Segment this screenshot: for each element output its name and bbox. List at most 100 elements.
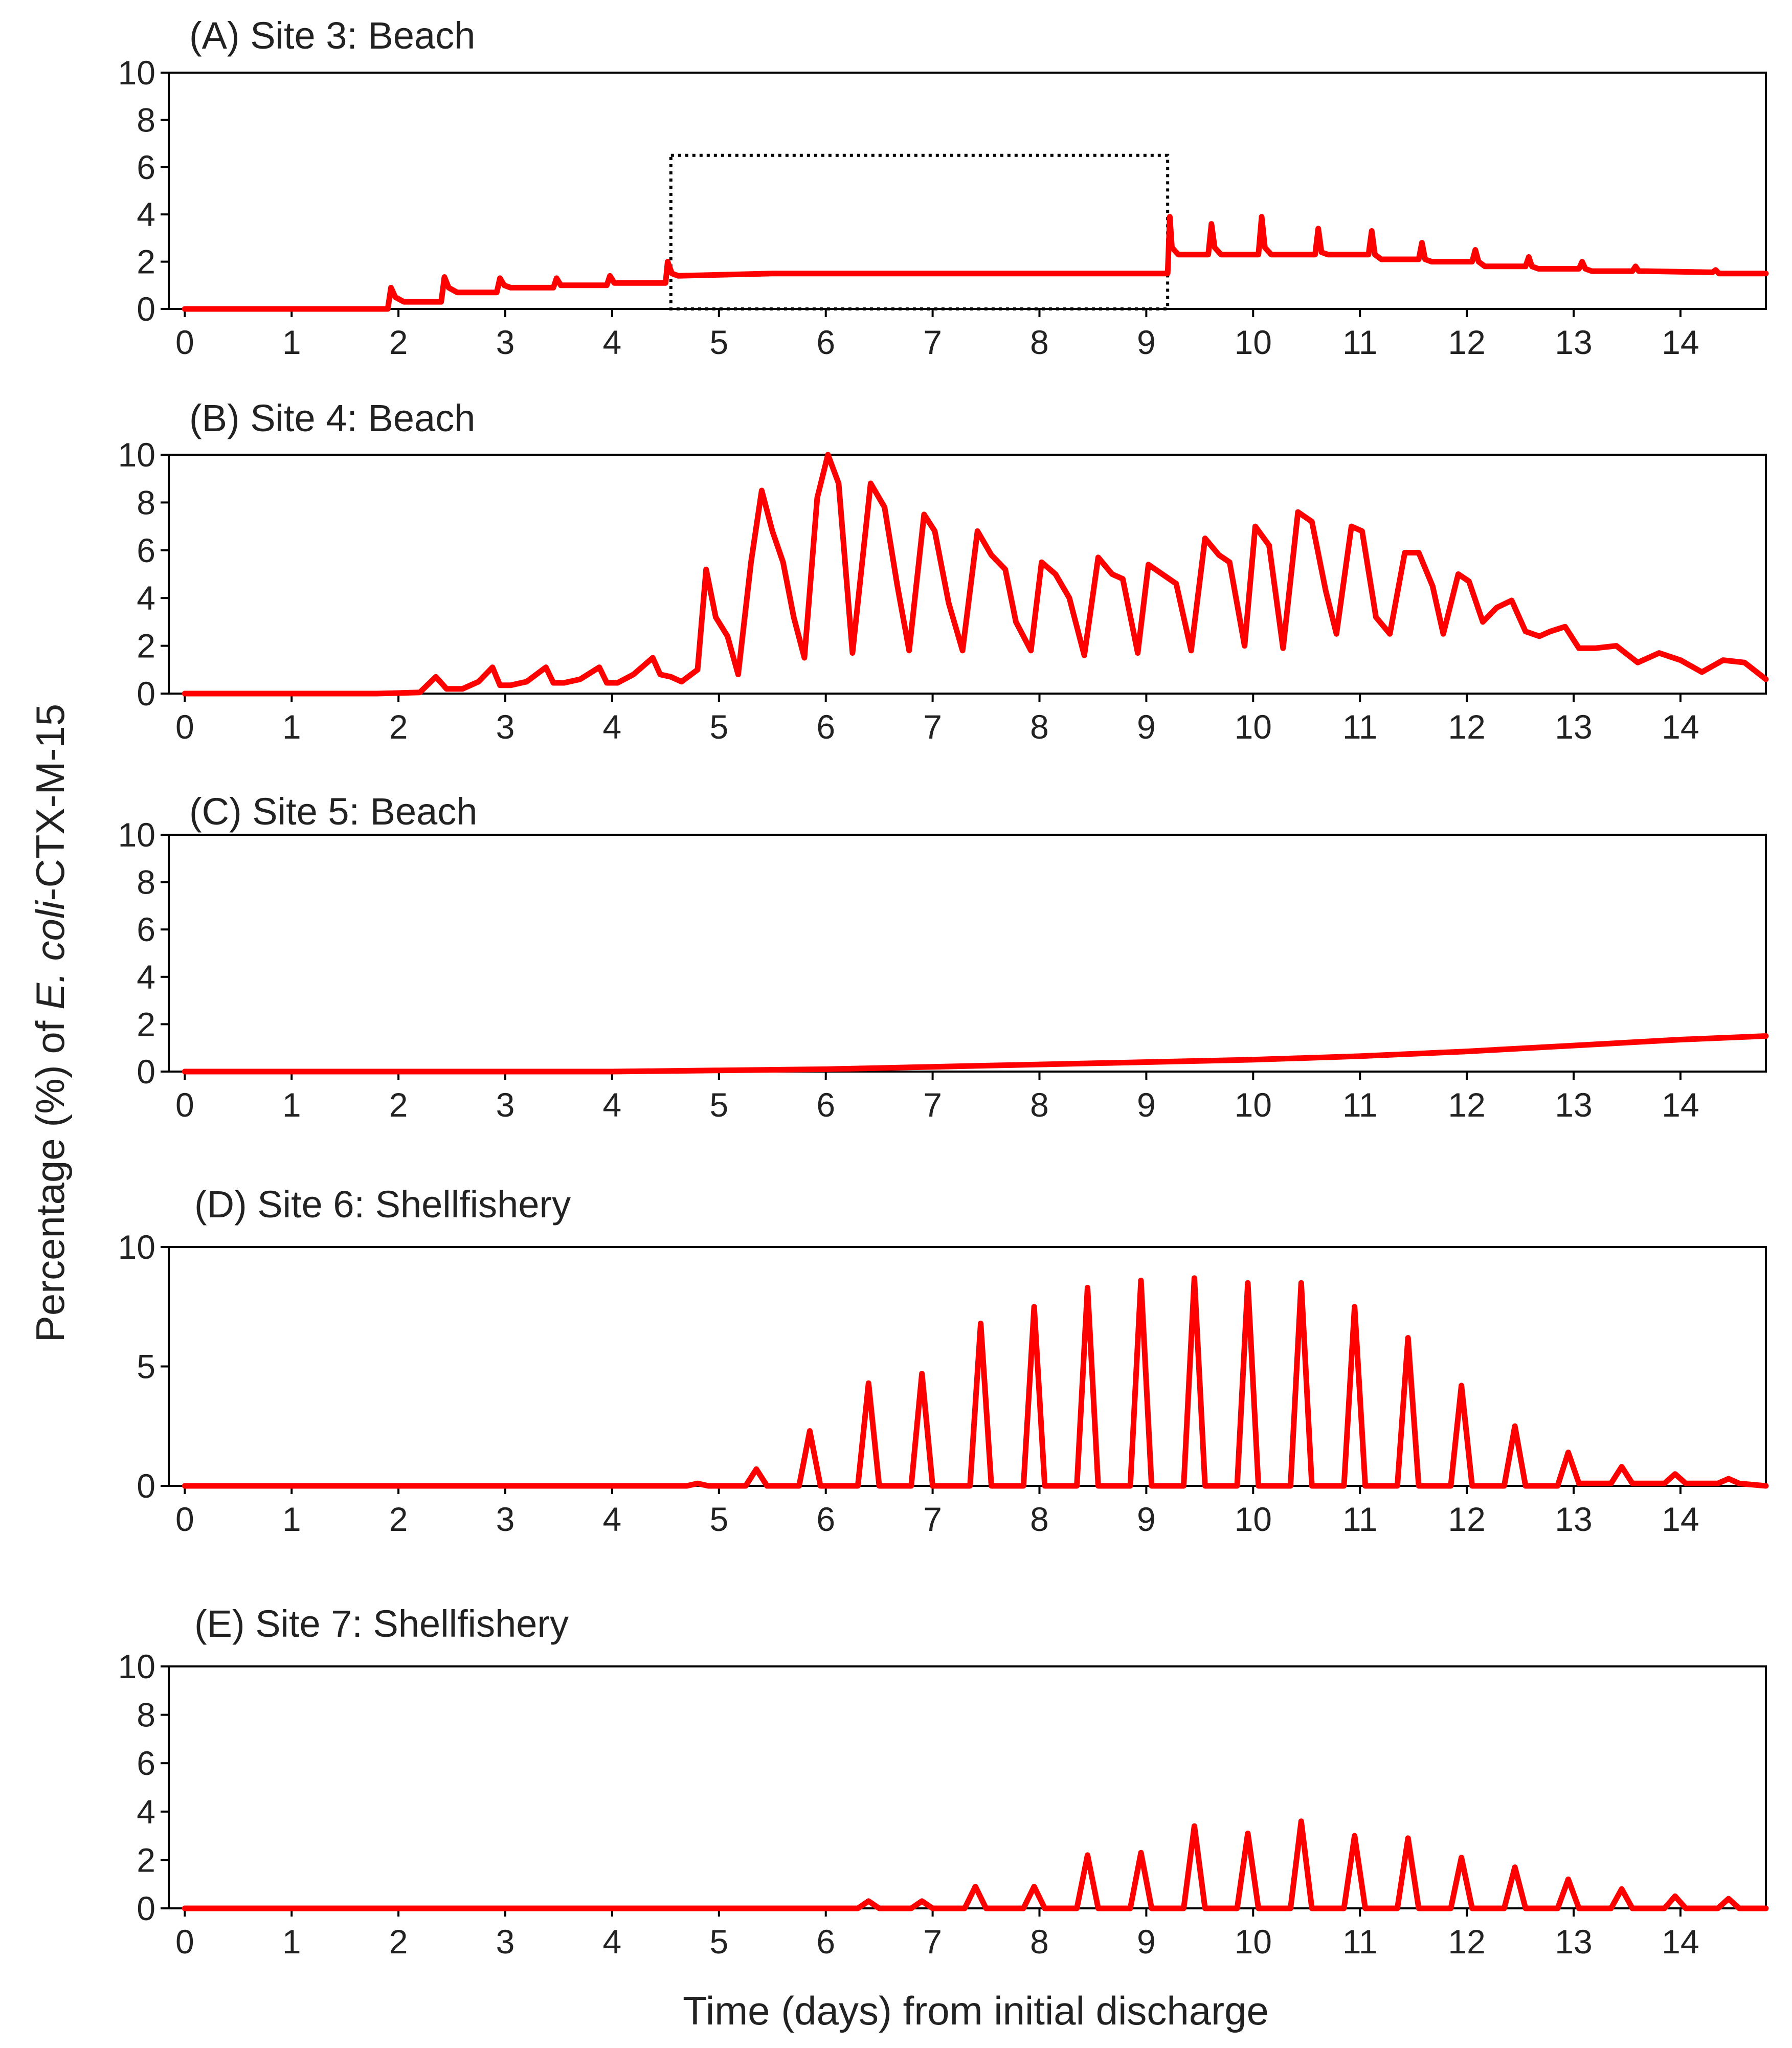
series-line	[182, 452, 1769, 697]
x-tick-label: 3	[496, 1086, 515, 1124]
panel-title: (C) Site 5: Beach	[189, 790, 477, 833]
x-tick-label: 11	[1342, 1923, 1378, 1961]
x-tick-label: 11	[1342, 1086, 1378, 1124]
x-tick-label: 2	[389, 323, 408, 361]
x-axis-title: Time (days) from initial discharge	[683, 1988, 1269, 2033]
y-tick-label: 5	[137, 1348, 155, 1386]
y-tick-label: 4	[137, 958, 155, 996]
x-tick-label: 3	[496, 1923, 515, 1961]
x-tick-label: 6	[816, 708, 835, 746]
y-tick-label: 8	[137, 863, 155, 901]
plot-frame	[168, 834, 1767, 1073]
y-axis-title: Percentage (%) of E. coli-CTX-M-15	[28, 704, 73, 1342]
y-tick-label: 2	[137, 1005, 155, 1043]
x-tick-label: 1	[282, 1500, 301, 1538]
x-tick-label: 5	[709, 1923, 728, 1961]
x-tick-label: 1	[282, 1923, 301, 1961]
y-tick-label: 6	[137, 1744, 155, 1782]
x-tick-label: 5	[709, 1086, 728, 1124]
x-tick-label: 11	[1342, 1500, 1378, 1538]
x-tick-label: 9	[1137, 1923, 1156, 1961]
x-tick-label: 5	[709, 708, 728, 746]
panel-title: (B) Site 4: Beach	[189, 397, 475, 439]
x-tick-label: 0	[175, 1923, 194, 1961]
x-tick-label: 7	[923, 323, 942, 361]
plot-frame	[168, 72, 1767, 310]
y-tick-label: 2	[137, 627, 155, 665]
y-tick-label: 0	[137, 1467, 155, 1505]
y-tick-label: 0	[137, 290, 155, 328]
x-tick-label: 12	[1448, 708, 1485, 746]
x-tick-label: 7	[923, 1923, 942, 1961]
x-tick-label: 1	[282, 708, 301, 746]
x-tick-label: 5	[709, 323, 728, 361]
x-tick-label: 6	[816, 1500, 835, 1538]
x-tick-label: 0	[175, 323, 194, 361]
x-tick-label: 2	[389, 1923, 408, 1961]
x-tick-label: 0	[175, 1086, 194, 1124]
x-tick-label: 9	[1137, 1086, 1156, 1124]
x-tick-label: 4	[603, 708, 622, 746]
plot-frame	[168, 1665, 1767, 1909]
x-tick-label: 6	[816, 1923, 835, 1961]
x-tick-label: 5	[709, 1500, 728, 1538]
x-tick-label: 13	[1555, 323, 1592, 361]
x-tick-label: 13	[1555, 1923, 1592, 1961]
x-tick-label: 9	[1137, 708, 1156, 746]
y-tick-label: 10	[118, 1648, 155, 1685]
y-tick-label: 2	[137, 243, 155, 281]
x-tick-label: 10	[1235, 1086, 1272, 1124]
x-tick-label: 12	[1448, 1500, 1485, 1538]
highlight-box	[669, 153, 1170, 310]
y-tick-label: 10	[118, 54, 155, 92]
x-tick-label: 8	[1030, 323, 1049, 361]
x-tick-label: 3	[496, 1500, 515, 1538]
x-tick-label: 11	[1342, 708, 1378, 746]
x-tick-label: 12	[1448, 1086, 1485, 1124]
x-tick-label: 9	[1137, 1500, 1156, 1538]
x-tick-label: 2	[389, 708, 408, 746]
x-tick-label: 12	[1448, 323, 1485, 361]
y-tick-label: 0	[137, 1053, 155, 1090]
y-tick-label: 8	[137, 101, 155, 139]
x-tick-label: 14	[1662, 323, 1699, 361]
x-tick-label: 6	[816, 323, 835, 361]
panel-title: (E) Site 7: Shellfishery	[194, 1602, 569, 1645]
y-tick-label: 10	[118, 436, 155, 474]
y-tick-label: 6	[137, 910, 155, 948]
x-tick-label: 2	[389, 1500, 408, 1538]
y-tick-label: 2	[137, 1841, 155, 1879]
x-tick-label: 10	[1235, 708, 1272, 746]
y-tick-label: 8	[137, 1696, 155, 1734]
x-tick-label: 2	[389, 1086, 408, 1124]
x-tick-label: 13	[1555, 1500, 1592, 1538]
x-tick-label: 8	[1030, 708, 1049, 746]
x-tick-label: 7	[923, 1500, 942, 1538]
x-tick-label: 13	[1555, 708, 1592, 746]
x-tick-label: 7	[923, 1086, 942, 1124]
x-tick-label: 4	[603, 1086, 622, 1124]
x-tick-label: 11	[1342, 323, 1378, 361]
x-tick-label: 13	[1555, 1086, 1592, 1124]
y-tick-label: 10	[118, 816, 155, 854]
y-tick-label: 10	[118, 1228, 155, 1266]
series-line	[182, 1033, 1769, 1075]
x-tick-label: 3	[496, 323, 515, 361]
x-tick-label: 4	[603, 1500, 622, 1538]
plot-frame	[168, 454, 1767, 695]
x-tick-label: 1	[282, 323, 301, 361]
y-tick-label: 6	[137, 531, 155, 569]
y-tick-label: 4	[137, 1793, 155, 1831]
y-tick-label: 4	[137, 579, 155, 617]
y-tick-label: 0	[137, 675, 155, 713]
panel-title: (A) Site 3: Beach	[189, 14, 475, 57]
x-tick-label: 14	[1662, 1500, 1699, 1538]
series-line	[182, 1818, 1769, 1911]
x-tick-label: 10	[1235, 323, 1272, 361]
x-tick-label: 10	[1235, 1923, 1272, 1961]
